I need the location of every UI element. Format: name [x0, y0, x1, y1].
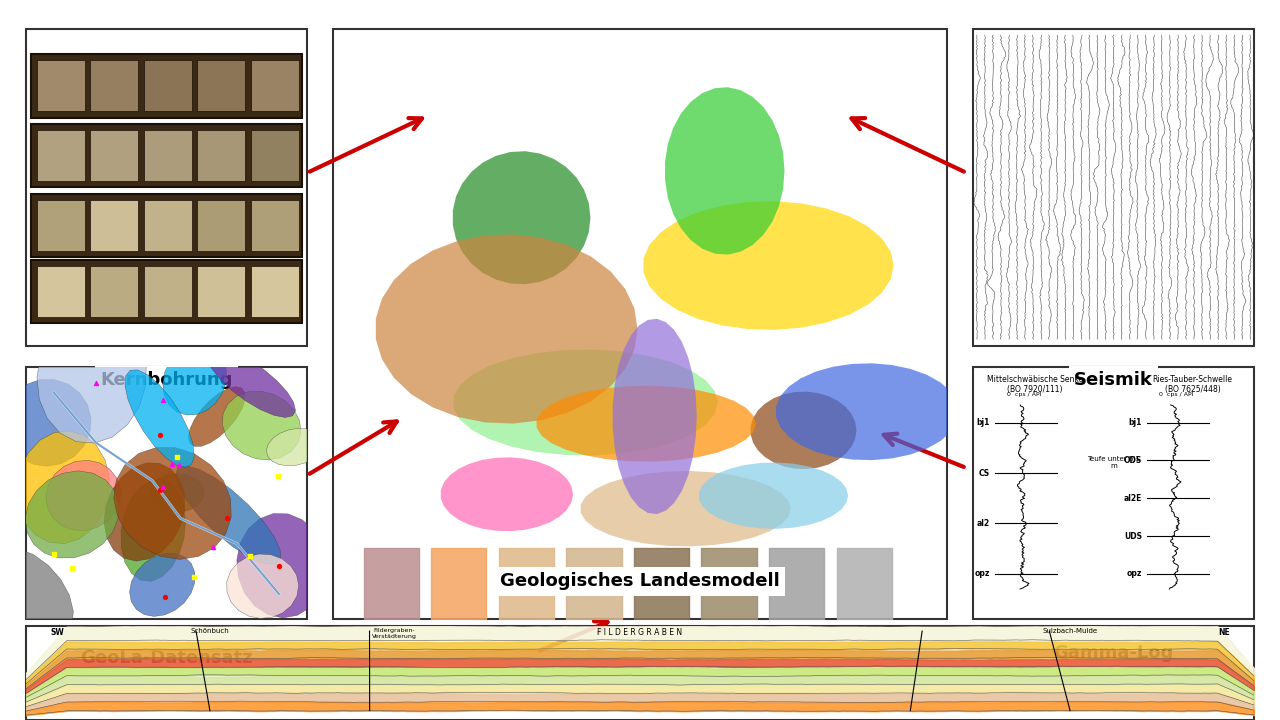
- Polygon shape: [440, 457, 573, 531]
- Text: opz: opz: [974, 570, 989, 578]
- Polygon shape: [175, 466, 280, 564]
- Text: Seismik: Seismik: [1074, 371, 1153, 389]
- FancyBboxPatch shape: [143, 266, 192, 317]
- FancyBboxPatch shape: [37, 266, 84, 317]
- FancyBboxPatch shape: [197, 200, 246, 251]
- FancyBboxPatch shape: [251, 60, 298, 111]
- Polygon shape: [104, 463, 184, 561]
- Polygon shape: [776, 364, 959, 460]
- Point: [150, 485, 170, 496]
- Polygon shape: [227, 554, 298, 618]
- FancyBboxPatch shape: [91, 130, 138, 181]
- Polygon shape: [453, 349, 718, 456]
- Point: [269, 560, 289, 572]
- Polygon shape: [207, 348, 296, 418]
- Point: [202, 541, 223, 553]
- Polygon shape: [3, 379, 91, 467]
- Polygon shape: [699, 462, 849, 528]
- Point: [161, 458, 182, 469]
- Point: [239, 550, 260, 562]
- FancyBboxPatch shape: [91, 266, 138, 317]
- Point: [86, 377, 106, 389]
- FancyBboxPatch shape: [31, 54, 302, 117]
- Polygon shape: [666, 87, 785, 255]
- Point: [166, 451, 187, 463]
- Point: [169, 459, 189, 471]
- Text: Kernbohrung: Kernbohrung: [100, 371, 233, 389]
- Point: [216, 512, 237, 523]
- FancyBboxPatch shape: [31, 260, 302, 323]
- FancyBboxPatch shape: [143, 130, 192, 181]
- Point: [154, 395, 174, 406]
- Polygon shape: [0, 547, 73, 644]
- Polygon shape: [125, 370, 195, 467]
- FancyBboxPatch shape: [31, 194, 302, 257]
- FancyBboxPatch shape: [251, 200, 298, 251]
- Point: [154, 481, 174, 492]
- Polygon shape: [114, 448, 232, 559]
- Text: SW: SW: [50, 629, 64, 637]
- Text: al2: al2: [977, 519, 989, 528]
- Point: [44, 549, 64, 560]
- Polygon shape: [122, 479, 186, 581]
- Polygon shape: [376, 234, 637, 423]
- Text: opz: opz: [1126, 570, 1142, 578]
- Point: [155, 591, 175, 603]
- FancyBboxPatch shape: [197, 60, 246, 111]
- Text: ODS: ODS: [1124, 456, 1142, 465]
- Text: Geologisches Landesmodell: Geologisches Landesmodell: [500, 572, 780, 590]
- Polygon shape: [644, 201, 893, 330]
- Text: Schönbuch: Schönbuch: [191, 629, 229, 634]
- Polygon shape: [188, 387, 244, 446]
- Point: [268, 470, 288, 482]
- Text: Fildergraben-
Verstädterung: Fildergraben- Verstädterung: [371, 629, 417, 639]
- FancyBboxPatch shape: [197, 266, 246, 317]
- Polygon shape: [129, 554, 195, 616]
- Polygon shape: [613, 319, 696, 514]
- Polygon shape: [750, 392, 856, 469]
- Polygon shape: [453, 151, 590, 284]
- Polygon shape: [223, 391, 301, 460]
- Polygon shape: [237, 513, 326, 618]
- Text: Mittelschwäbische Senke
(BO 7920/111): Mittelschwäbische Senke (BO 7920/111): [987, 374, 1083, 394]
- Text: al2E: al2E: [1124, 494, 1142, 503]
- Text: Gamma-Log: Gamma-Log: [1053, 644, 1174, 662]
- Text: GeoLa-Datensatz: GeoLa-Datensatz: [81, 649, 252, 667]
- Polygon shape: [151, 474, 204, 512]
- Text: bj1: bj1: [1129, 418, 1142, 427]
- FancyBboxPatch shape: [37, 130, 84, 181]
- Polygon shape: [536, 386, 756, 462]
- Text: 0  cps / API: 0 cps / API: [1006, 392, 1041, 397]
- Text: Teufe unter bj1
m: Teufe unter bj1 m: [1087, 456, 1140, 469]
- FancyBboxPatch shape: [143, 60, 192, 111]
- Text: CS: CS: [979, 469, 989, 477]
- Text: Ries-Tauber-Schwelle
(BO 7625/448): Ries-Tauber-Schwelle (BO 7625/448): [1152, 374, 1233, 394]
- Text: NE: NE: [1219, 629, 1230, 637]
- Text: Sulzbach-Mulde: Sulzbach-Mulde: [1042, 629, 1098, 634]
- Text: F I L D E R G R A B E N: F I L D E R G R A B E N: [598, 629, 682, 637]
- Text: bj1: bj1: [977, 418, 989, 427]
- Text: 0  cps / API: 0 cps / API: [1158, 392, 1193, 397]
- Polygon shape: [163, 344, 227, 415]
- Polygon shape: [26, 471, 119, 558]
- Polygon shape: [37, 309, 146, 443]
- Polygon shape: [581, 471, 791, 546]
- Point: [150, 429, 170, 441]
- FancyBboxPatch shape: [37, 60, 84, 111]
- Text: UDS: UDS: [1124, 531, 1142, 541]
- Point: [61, 562, 82, 574]
- FancyBboxPatch shape: [31, 124, 302, 187]
- Polygon shape: [17, 431, 109, 544]
- Point: [183, 571, 204, 582]
- FancyBboxPatch shape: [91, 200, 138, 251]
- FancyBboxPatch shape: [197, 130, 246, 181]
- FancyBboxPatch shape: [143, 200, 192, 251]
- Polygon shape: [46, 460, 120, 531]
- FancyBboxPatch shape: [37, 200, 84, 251]
- FancyBboxPatch shape: [251, 130, 298, 181]
- FancyBboxPatch shape: [91, 60, 138, 111]
- FancyBboxPatch shape: [251, 266, 298, 317]
- Polygon shape: [266, 428, 323, 466]
